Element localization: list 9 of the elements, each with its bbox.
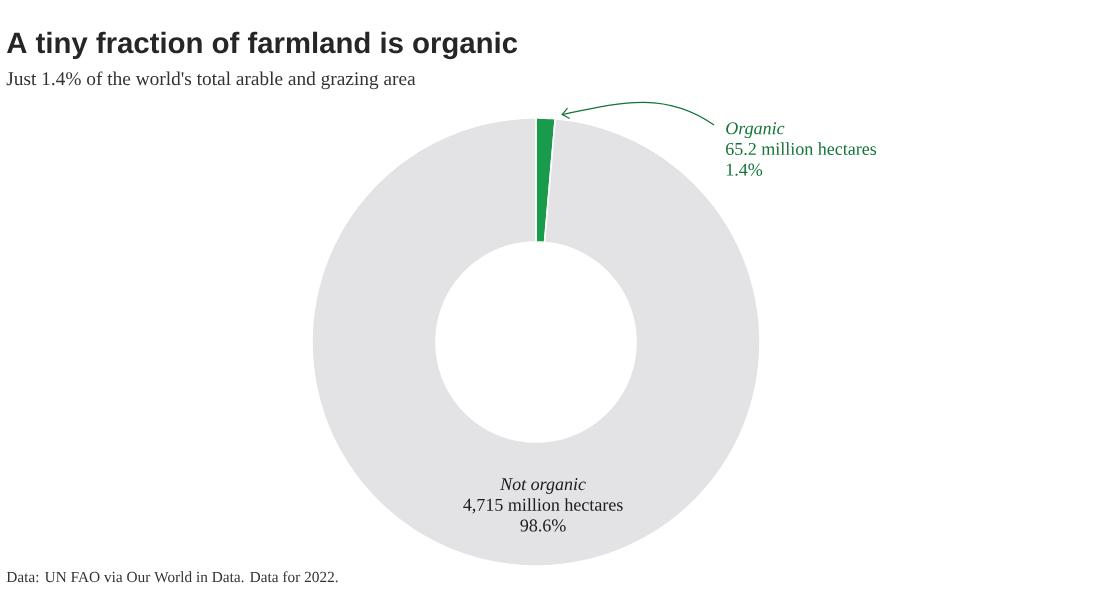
slice-label: Not organic — [500, 478, 586, 494]
chart-subtitle: Just 1.4% of the world's total arable and grazing area — [6, 71, 416, 90]
text: 98.6% — [520, 519, 566, 532]
chart-title: A tiny fraction of farmland is organic — [7, 31, 518, 60]
data-label: 65.2 million hectares — [726, 142, 877, 156]
data-label: 4,715 million hectares — [463, 498, 623, 514]
slice-label: Organic — [726, 122, 785, 139]
text: Data: UN FAO via Our World in Data. Data for 2022. — [6, 571, 338, 583]
text: 1.4% — [726, 163, 763, 176]
